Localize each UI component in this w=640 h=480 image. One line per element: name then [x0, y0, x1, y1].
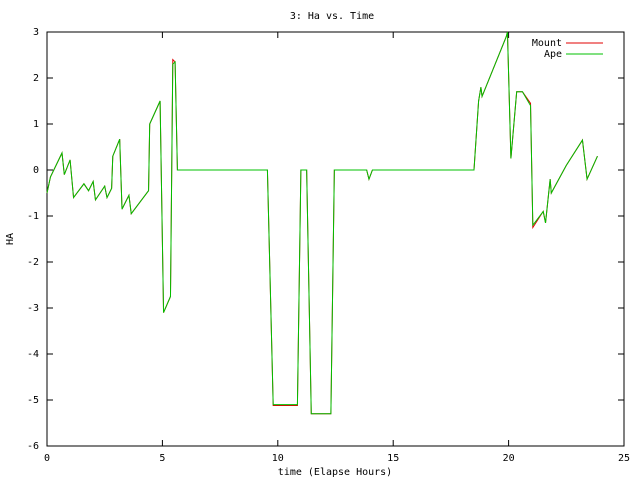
y-tick-label: 3: [33, 27, 39, 38]
y-tick-label: -1: [27, 211, 39, 222]
series-line: [46, 31, 598, 415]
y-tick-label: -3: [27, 303, 39, 314]
y-tick-label: -4: [27, 349, 39, 360]
y-tick-label: -6: [27, 441, 39, 452]
x-tick-label: 5: [159, 453, 165, 464]
y-tick-label: 2: [33, 73, 39, 84]
legend-label: Ape: [544, 49, 562, 60]
y-tick-label: -2: [27, 257, 39, 268]
plot-border: [46, 31, 625, 447]
y-tick-label: 0: [33, 165, 39, 176]
y-tick-label: 1: [33, 119, 39, 130]
y-axis-label: HA: [5, 233, 16, 245]
x-tick-label: 20: [503, 453, 515, 464]
x-tick-label: 10: [272, 453, 284, 464]
series-line: [46, 31, 598, 415]
chart-title: 3: Ha vs. Time: [290, 11, 374, 22]
x-tick-label: 0: [44, 453, 50, 464]
x-tick-label: 15: [387, 453, 399, 464]
y-tick-label: -5: [27, 395, 39, 406]
legend-label: Mount: [532, 38, 562, 49]
x-axis-label: time (Elapse Hours): [278, 467, 392, 478]
x-tick-label: 25: [618, 453, 630, 464]
